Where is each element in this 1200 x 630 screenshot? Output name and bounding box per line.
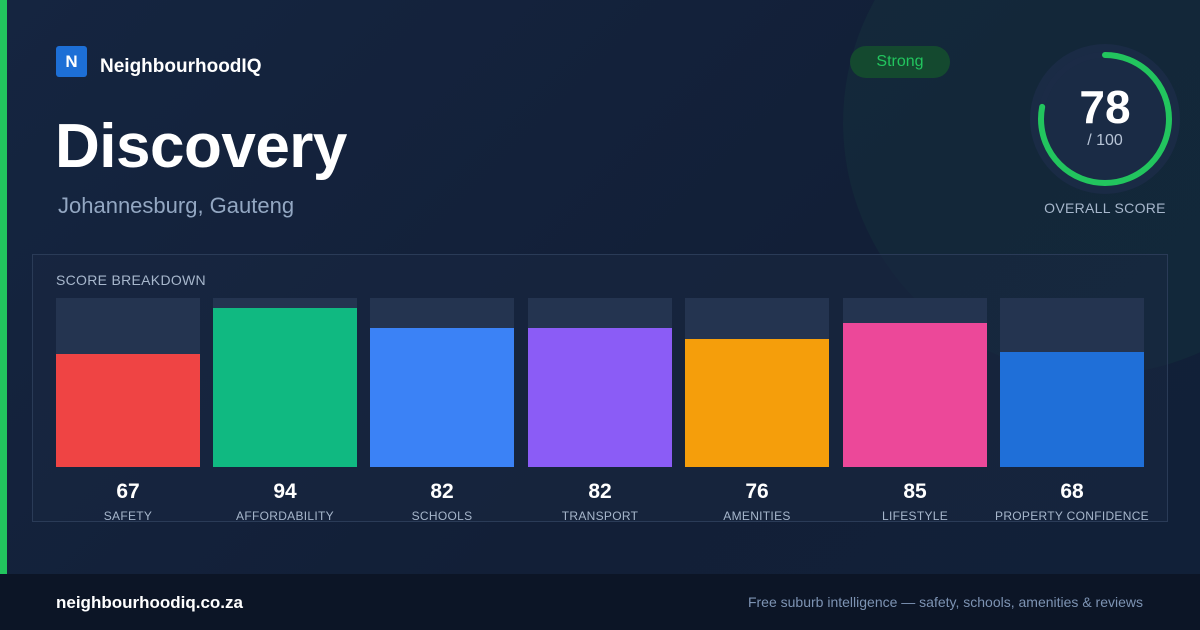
logo-icon: N (56, 46, 87, 77)
bar-track (370, 298, 514, 467)
bar-track (685, 298, 829, 467)
brand-name: NeighbourhoodIQ (100, 56, 262, 77)
bar-fill (213, 308, 357, 467)
score-ring-progress (1038, 52, 1172, 186)
category-label: AMENITIES (723, 509, 791, 523)
category-label: PROPERTY CONFIDENCE (995, 509, 1149, 523)
overall-score-ring (1030, 44, 1180, 194)
category-value: 94 (273, 480, 297, 503)
bar-track (843, 298, 987, 467)
overall-score-label: OVERALL SCORE (1044, 200, 1166, 216)
main-card: N NeighbourhoodIQ Discovery Johannesburg… (0, 0, 1200, 574)
bar-fill (370, 328, 514, 467)
overall-score-value: 78 (1079, 81, 1131, 133)
bar-track (56, 298, 200, 467)
category-affordability: 94 AFFORDABILITY (213, 298, 357, 524)
bar-fill (528, 328, 672, 467)
category-label: SCHOOLS (411, 509, 473, 523)
category-amenities: 76 AMENITIES (685, 298, 829, 524)
category-label: SAFETY (103, 509, 153, 523)
bar-track (213, 298, 357, 467)
category-safety: 67 SAFETY (56, 298, 200, 524)
category-value: 67 (116, 480, 140, 503)
category-label: AFFORDABILITY (236, 509, 334, 523)
category-value: 82 (588, 480, 612, 503)
score-breakdown-title: SCORE BREAKDOWN (56, 272, 206, 288)
bar-fill (56, 354, 200, 467)
category-label: TRANSPORT (561, 509, 639, 523)
bar-fill (1000, 352, 1144, 467)
category-lifestyle: 85 LIFESTYLE (843, 298, 987, 524)
bar-track (528, 298, 672, 467)
rating-badge: Strong (850, 46, 950, 78)
bar-fill (685, 339, 829, 467)
category-value: 85 (903, 480, 927, 503)
bar-fill (843, 323, 987, 467)
category-value: 82 (430, 480, 454, 503)
accent-bar (0, 0, 7, 574)
suburb-location: Johannesburg, Gauteng (58, 193, 295, 218)
score-ring-background (1030, 44, 1180, 194)
footer (0, 574, 1200, 630)
footer-tagline: Free suburb intelligence — safety, schoo… (747, 594, 1143, 610)
footer-domain-link[interactable]: neighbourhoodiq.co.za (56, 593, 243, 612)
category-value: 76 (745, 480, 769, 503)
overall-score-denominator: / 100 (1087, 132, 1123, 149)
category-label: LIFESTYLE (881, 509, 949, 523)
bar-track (1000, 298, 1144, 467)
suburb-title: Discovery (55, 112, 347, 181)
category-transport: 82 TRANSPORT (528, 298, 672, 524)
category-property-confidence: 68 PROPERTY CONFIDENCE (995, 298, 1149, 524)
category-schools: 82 SCHOOLS (370, 298, 514, 524)
category-value: 68 (1060, 480, 1084, 503)
